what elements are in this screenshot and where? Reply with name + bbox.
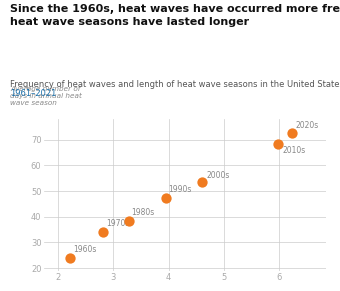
Point	[67, 255, 73, 260]
Point	[199, 180, 205, 184]
Text: Average number of
days in annual heat
wave season: Average number of days in annual heat wa…	[10, 86, 82, 106]
Text: 2010s: 2010s	[283, 146, 306, 155]
Text: Since the 1960s, heat waves have occurred more frequently and
heat wave seasons : Since the 1960s, heat waves have occurre…	[10, 4, 340, 27]
Text: 1961–2021: 1961–2021	[10, 89, 56, 98]
Text: 2000s: 2000s	[206, 171, 230, 180]
Point	[275, 141, 281, 146]
Point	[163, 195, 169, 200]
Text: Frequency of heat waves and length of heat wave seasons in the United States by : Frequency of heat waves and length of he…	[10, 80, 340, 89]
Point	[126, 218, 132, 223]
Text: 1960s: 1960s	[73, 245, 96, 254]
Text: 2020s: 2020s	[296, 120, 319, 129]
Point	[289, 131, 294, 136]
Text: 1990s: 1990s	[169, 185, 192, 194]
Text: 1980s: 1980s	[132, 208, 155, 217]
Text: 1970s: 1970s	[106, 219, 130, 228]
Point	[101, 230, 106, 235]
